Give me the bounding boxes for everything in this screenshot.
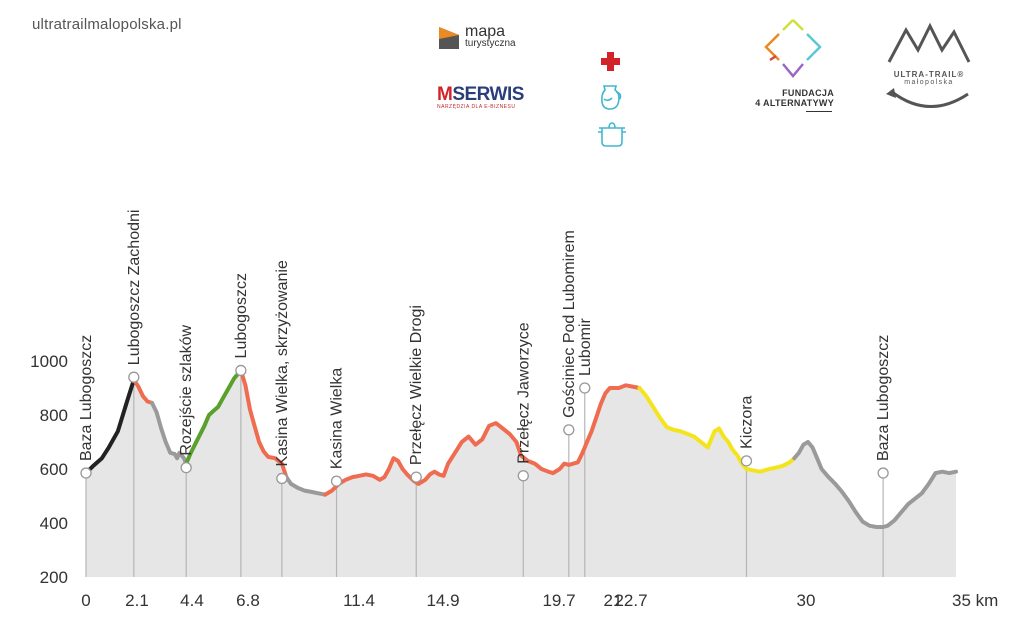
first-aid-cross-icon (601, 52, 620, 71)
waypoint-label: Lubogoszcz Zachodni (126, 210, 143, 366)
waypoint-marker[interactable] (235, 364, 247, 377)
y-tick-label: 800 (40, 406, 68, 425)
fundacja-logo-line1: FUNDACJA (782, 88, 834, 98)
waypoint-marker[interactable] (80, 467, 92, 479)
x-tick-label: 0 (81, 591, 90, 610)
cooking-pot-icon (598, 122, 626, 147)
waypoint-label: Lubogoszcz (233, 273, 250, 358)
elevation-segment (150, 400, 189, 466)
fundacja-logo: FUNDACJA 4 ALTERNATYWY (750, 16, 834, 112)
elevation-segment (637, 386, 797, 474)
fundacja-diamond-icon (764, 19, 822, 78)
mserwis-logo-tagline: NARZĘDZIA DLA E-BIZNESU (437, 104, 516, 110)
waypoint-marker[interactable] (180, 461, 192, 474)
waypoint-label: Baza Lubogoszcz (78, 335, 95, 461)
waypoint-marker[interactable] (563, 424, 575, 436)
x-tick-label: 19.7 (542, 591, 575, 610)
mserwis-logo-text: MSERWIS (437, 84, 524, 105)
waypoint-label: Rozejście szlaków (178, 324, 195, 455)
waypoint-marker[interactable] (517, 470, 529, 482)
y-tick-label: 400 (40, 514, 68, 533)
elevation-segment (184, 368, 243, 466)
waypoint-labels: Baza Lubogoszcz Lubogoszcz Zachodni Rozejś… (78, 210, 892, 470)
fundacja-underline (806, 111, 832, 112)
x-tick-label: 4.4 (180, 591, 204, 610)
waypoint-marker[interactable] (276, 472, 288, 485)
waypoint-marker[interactable] (128, 371, 140, 383)
water-jug-icon (601, 85, 622, 110)
mapa-logo-line1: mapa (465, 23, 506, 40)
waypoint-marker[interactable] (330, 475, 343, 487)
y-tick-label: 1000 (30, 352, 68, 371)
elevation-segment (238, 368, 289, 480)
waypoint-label: Przełęcz Jaworzyce (515, 322, 532, 463)
mapa-logo-line2: turystyczna (465, 38, 516, 49)
elevation-series-lines (84, 368, 958, 529)
waypoint-label: Kasina Wielka (329, 368, 346, 469)
waypoint-marker-lines (85, 370, 884, 577)
waypoint-label: Kiczora (738, 395, 755, 448)
elevation-segment (792, 440, 958, 529)
y-tick-label: 200 (40, 568, 68, 587)
waypoint-label: Gościniec Pod Lubomirem (561, 230, 578, 418)
waypoint-marker[interactable] (877, 467, 889, 479)
waypoint-label: Przełęcz Wielkie Drogi (408, 305, 425, 465)
service-icons (598, 52, 626, 147)
y-tick-label: 600 (40, 460, 68, 479)
ultratrail-logo-line1: ULTRA-TRAIL® (893, 70, 965, 79)
waypoint-markers (80, 364, 889, 487)
x-tick-label: 14.9 (426, 591, 459, 610)
ultratrail-logo: ULTRA-TRAIL® małopolska (884, 22, 974, 117)
waypoint-marker[interactable] (740, 455, 753, 467)
mapa-logo-icon (439, 27, 459, 49)
waypoint-marker[interactable] (410, 471, 422, 483)
x-tick-label: 22.7 (614, 591, 647, 610)
site-url[interactable]: ultratrailmalopolska.pl (32, 16, 182, 33)
mserwis-logo: MSERWIS NARZĘDZIA DLA E-BIZNESU (437, 84, 524, 110)
fundacja-logo-line2: 4 ALTERNATYWY (755, 98, 834, 108)
waypoint-marker[interactable] (579, 382, 591, 394)
elevation-segment (131, 377, 154, 405)
elevation-segment (84, 377, 136, 476)
x-tick-label: 11.4 (343, 591, 375, 610)
y-axis-ticks: 200 400 600 800 1000 (30, 352, 68, 587)
x-tick-label: 2.1 (125, 591, 149, 610)
waypoint-label: Baza Lubogoszcz (875, 335, 892, 461)
x-tick-label: 21 (604, 591, 623, 610)
x-tick-label: 30 (797, 591, 816, 610)
ultratrail-arrow-icon (886, 88, 969, 108)
ultratrail-logo-line2: małopolska (904, 79, 954, 86)
mapa-turystyczna-logo: mapa turystyczna (437, 23, 516, 51)
waypoint-label: Lubomir (577, 318, 594, 376)
x-tick-label: 35 km (952, 591, 998, 610)
ultratrail-mountains-icon (887, 22, 971, 63)
elevation-segment (323, 383, 642, 497)
x-tick-label: 6.8 (236, 591, 260, 610)
waypoint-label: Kasina Wielka, skrzyżowanie (274, 260, 291, 466)
elevation-segment (284, 475, 328, 497)
